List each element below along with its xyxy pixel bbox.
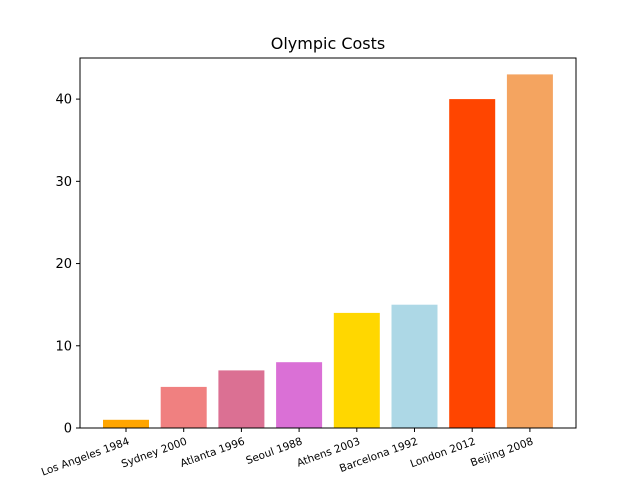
x-tick-label: Los Angeles 1984 — [40, 435, 132, 478]
bar — [333, 312, 380, 428]
bar — [391, 304, 438, 428]
bar — [103, 419, 149, 428]
x-tick-label: Beijing 2008 — [469, 436, 535, 470]
bar — [160, 386, 207, 428]
y-tick-label: 40 — [55, 93, 72, 108]
chart-title: Olympic Costs — [271, 34, 385, 53]
y-tick-label: 0 — [64, 422, 72, 437]
x-tick-label: London 2012 — [409, 436, 478, 471]
x-tick-label: Sydney 2000 — [120, 436, 189, 471]
y-tick-label: 30 — [55, 175, 72, 190]
bar — [218, 370, 265, 428]
y-tick-label: 20 — [55, 257, 72, 272]
bar — [506, 74, 553, 429]
x-tick-label: Seoul 1988 — [244, 436, 304, 468]
plot-frame — [79, 57, 577, 429]
y-tick-label: 10 — [55, 339, 72, 354]
bar — [276, 362, 323, 428]
bar — [449, 99, 496, 428]
bars — [103, 74, 553, 429]
y-axis-ticks: 0 10 20 30 40 — [55, 93, 80, 437]
x-tick-label: Atlanta 1996 — [179, 435, 247, 470]
